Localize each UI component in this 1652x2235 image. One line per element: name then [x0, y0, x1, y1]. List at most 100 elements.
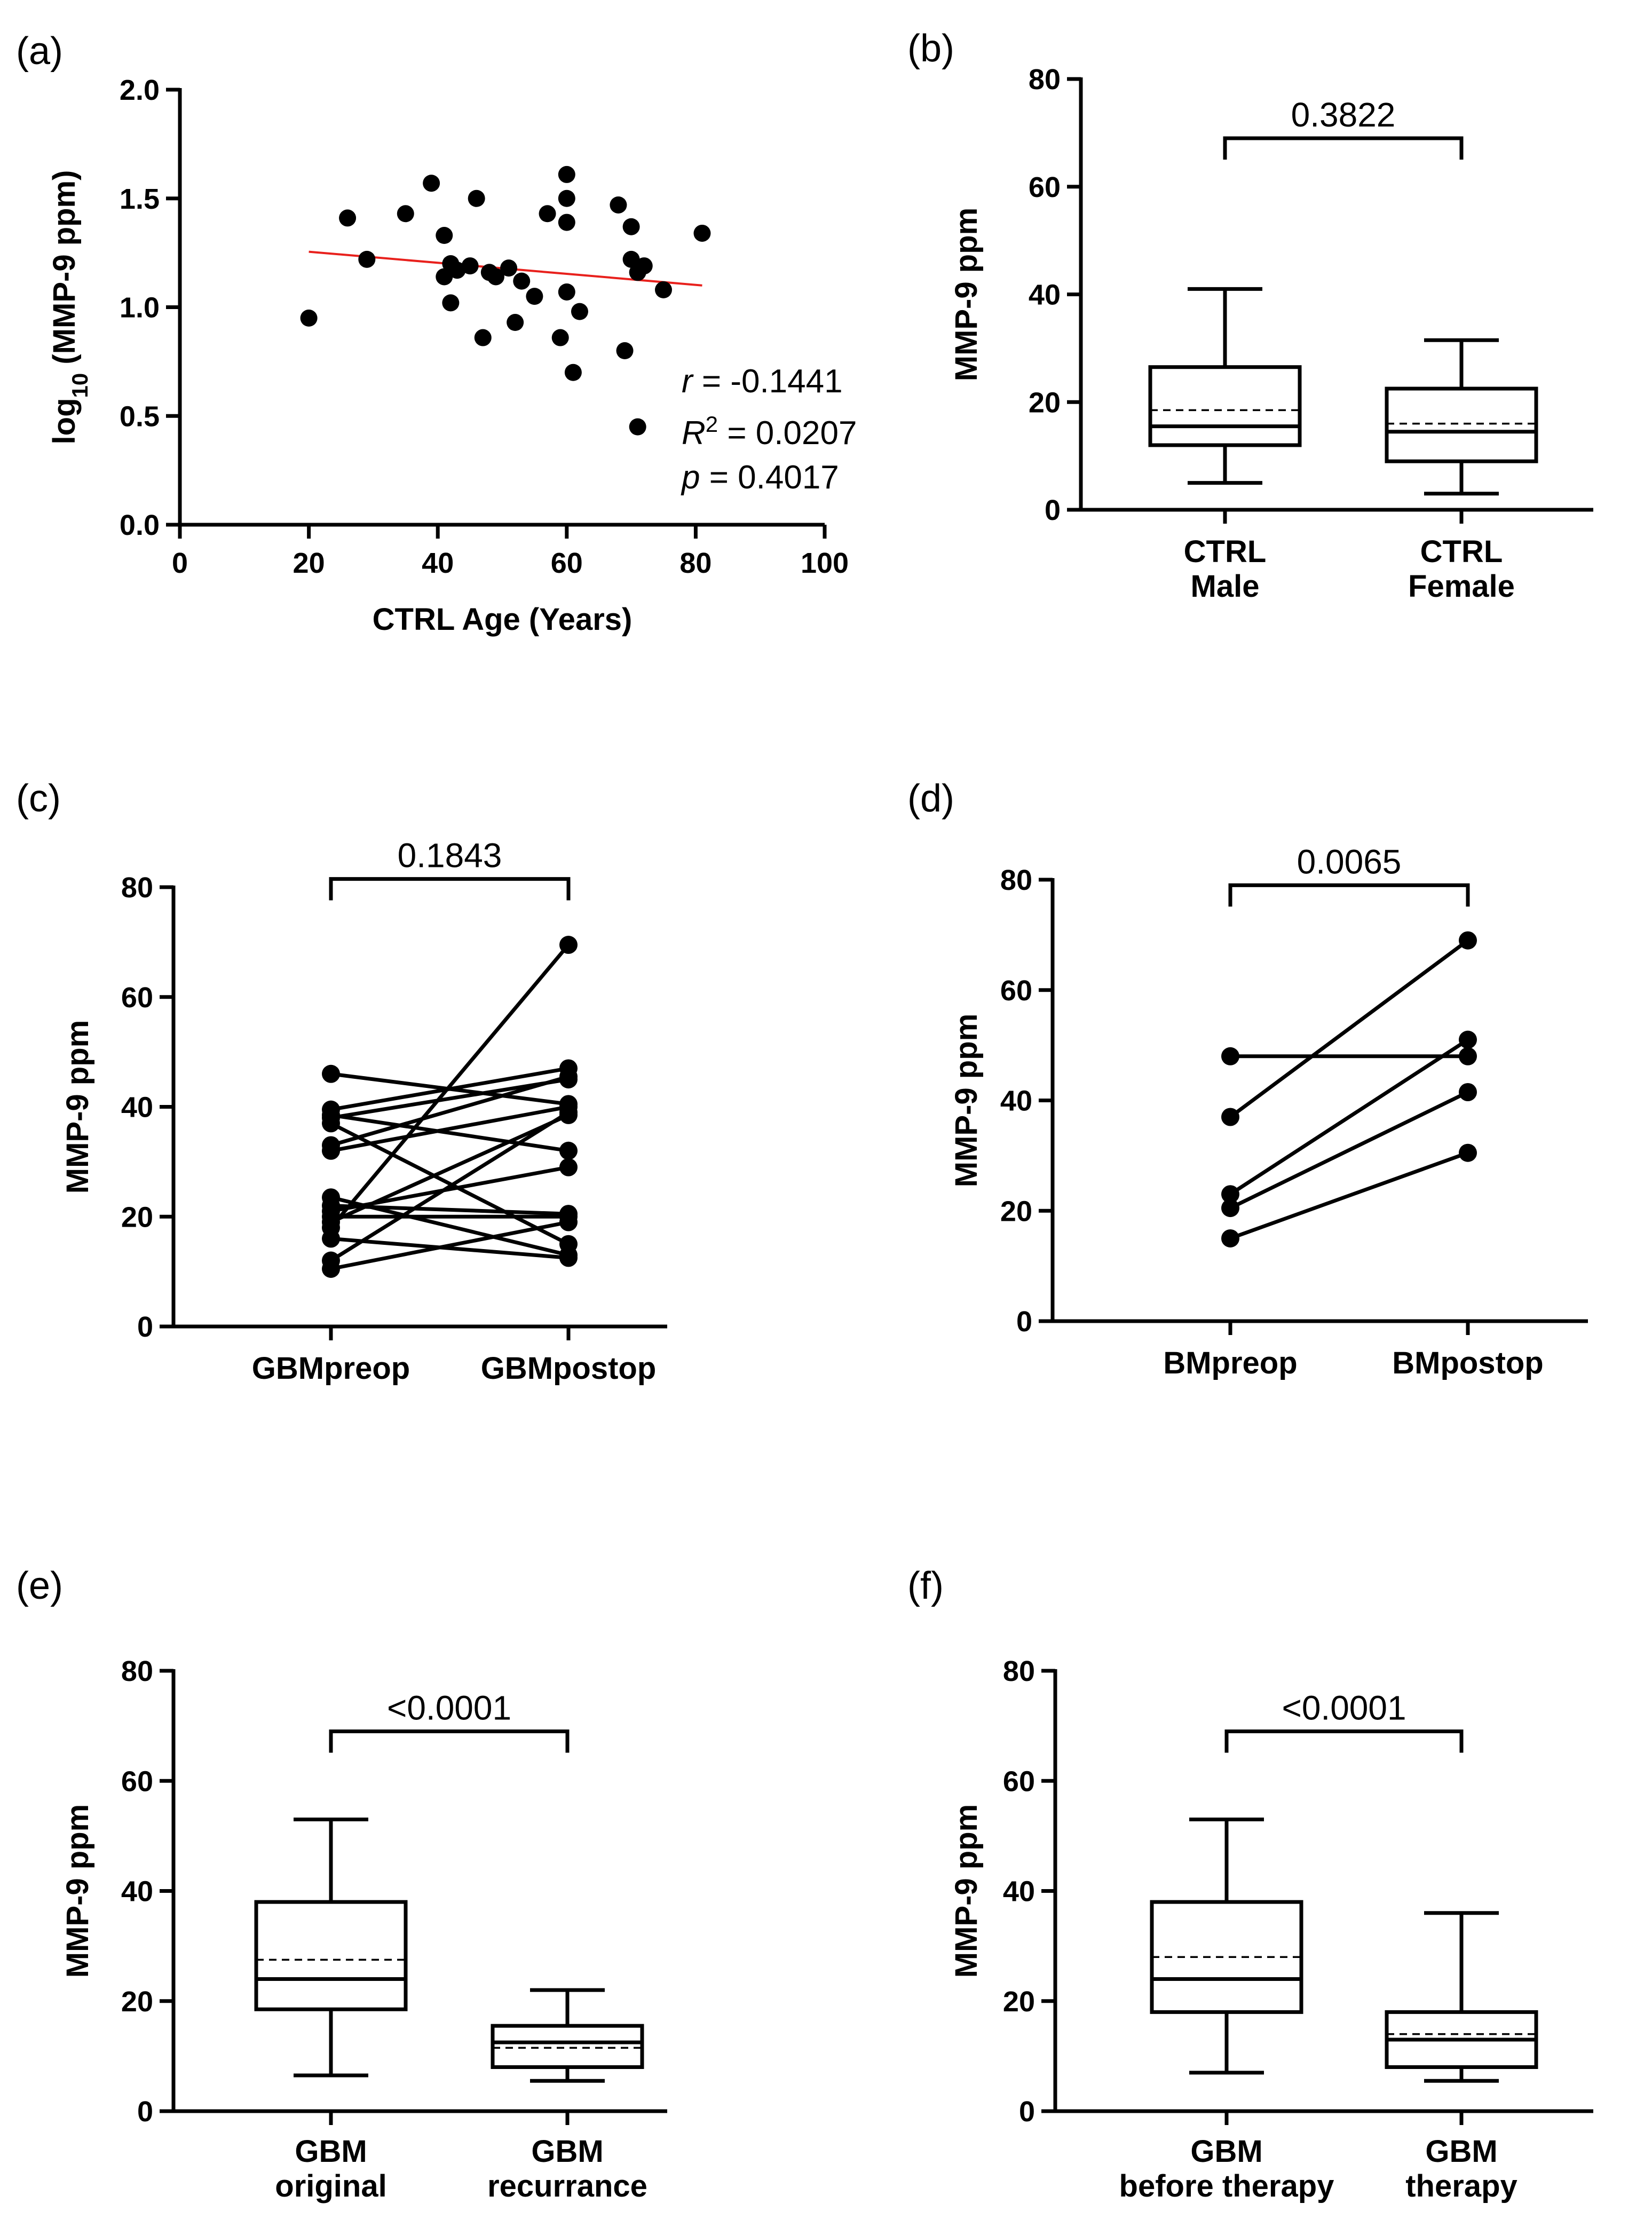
category-label: GBM — [1425, 2134, 1497, 2169]
panel-label: (a) — [16, 30, 63, 73]
panel-label: (f) — [907, 1565, 944, 1607]
y-axis-title: MMP-9 ppm — [949, 1014, 984, 1187]
category-label: GBM — [531, 2134, 603, 2169]
box-2 — [491, 1988, 644, 2083]
pair — [322, 1213, 578, 1278]
data-point — [1459, 1030, 1477, 1049]
data-point — [507, 314, 524, 331]
y-tick-label: 40 — [1029, 279, 1061, 311]
y-tick-label: 40 — [121, 1876, 153, 1908]
pair — [1221, 1083, 1477, 1218]
data-point — [558, 165, 575, 183]
significance-label: 0.0065 — [1297, 842, 1402, 881]
y-tick-label: 60 — [1000, 975, 1032, 1007]
y-axis-title: MMP-9 ppm — [949, 208, 984, 381]
data-point — [1221, 1229, 1239, 1247]
category-label: BMpreop — [1163, 1346, 1297, 1380]
y-tick-label: 80 — [1029, 64, 1061, 96]
stat-r: r = -0.1441 — [682, 363, 843, 400]
data-point — [339, 209, 357, 227]
data-point — [1221, 1199, 1239, 1218]
y-axis-title: MMP-9 ppm — [60, 1020, 95, 1194]
stat-r2-symbol: R — [682, 415, 706, 452]
y-tick-label: 60 — [1029, 171, 1061, 203]
pair-line — [330, 1113, 570, 1224]
data-point — [322, 1114, 340, 1133]
category-label: original — [275, 2169, 386, 2204]
significance-label: <0.0001 — [1282, 1688, 1406, 1727]
pair-line — [1229, 1090, 1469, 1210]
x-tick-label: 60 — [551, 547, 583, 579]
box-1 — [254, 1817, 408, 2078]
y-tick-label: 0 — [1045, 494, 1061, 526]
box-body — [1385, 386, 1538, 463]
x-tick-label: 40 — [422, 547, 454, 579]
y-tick-label: 40 — [1000, 1085, 1032, 1117]
y-tick-label: 0 — [1016, 1306, 1032, 1338]
box-body — [491, 2024, 644, 2069]
pair-line — [330, 1236, 569, 1260]
y-tick-label: 20 — [1003, 1986, 1035, 2018]
data-point — [551, 329, 569, 346]
significance-bracket — [329, 1729, 570, 1753]
data-point — [564, 364, 582, 381]
data-point — [468, 189, 485, 207]
pair-line — [330, 1204, 569, 1216]
data-point — [1459, 1143, 1477, 1162]
data-point — [1459, 1047, 1477, 1065]
data-point — [655, 281, 672, 298]
data-point — [559, 936, 578, 954]
data-point — [448, 262, 466, 279]
y-axis-title: MMP-9 ppm — [949, 1804, 984, 1978]
y-tick-label: 0.5 — [120, 400, 160, 432]
category-label: Male — [1191, 569, 1260, 604]
box-1 — [1148, 287, 1302, 485]
significance-label: 0.3822 — [1291, 96, 1396, 134]
category-label: therapy — [1405, 2169, 1517, 2204]
data-point — [559, 1158, 578, 1176]
data-point — [629, 418, 646, 436]
y-tick-label: 0 — [137, 2096, 153, 2128]
y-tick-label: 60 — [121, 982, 153, 1014]
stat-r2-sup: 2 — [706, 412, 718, 437]
pair-line — [330, 1077, 569, 1120]
pair — [1221, 931, 1477, 1126]
category-label: GBMpostop — [481, 1351, 657, 1386]
y-tick-label: 60 — [1003, 1765, 1035, 1797]
data-point — [1221, 1047, 1239, 1065]
data-point — [322, 1259, 340, 1278]
panel-label: (c) — [16, 777, 61, 820]
pair — [322, 1103, 578, 1270]
data-point — [322, 1141, 340, 1160]
y-tick-label: 1.0 — [120, 292, 160, 324]
pair — [322, 1229, 578, 1267]
y-axis-title-sub: 10 — [67, 373, 92, 398]
pair-line — [330, 1220, 569, 1271]
data-point — [358, 250, 376, 268]
stat-r2-value: = 0.0207 — [718, 415, 857, 452]
data-point — [558, 214, 575, 231]
data-point — [1221, 1185, 1239, 1204]
y-axis-title: log10 (MMP-9 ppm) — [47, 170, 92, 445]
data-point — [559, 1067, 578, 1086]
y-axis-title: MMP-9 ppm — [60, 1804, 95, 1978]
data-point — [635, 257, 653, 275]
stat-p-symbol: p — [681, 459, 700, 496]
data-point — [461, 257, 479, 275]
panel-label: (b) — [907, 27, 954, 70]
y-tick-label: 80 — [1000, 864, 1032, 896]
significance-bracket — [329, 877, 571, 901]
pair-line — [330, 1075, 569, 1147]
data-point — [322, 1229, 340, 1248]
y-tick-label: 0 — [1019, 2096, 1035, 2128]
y-tick-label: 20 — [1000, 1195, 1032, 1227]
category-label: CTRL — [1184, 534, 1267, 569]
y-tick-label: 1.5 — [120, 183, 160, 215]
box-2 — [1385, 1911, 1538, 2083]
data-point — [487, 268, 504, 286]
y-tick-label: 80 — [1003, 1655, 1035, 1687]
y-tick-label: 0 — [137, 1311, 153, 1343]
